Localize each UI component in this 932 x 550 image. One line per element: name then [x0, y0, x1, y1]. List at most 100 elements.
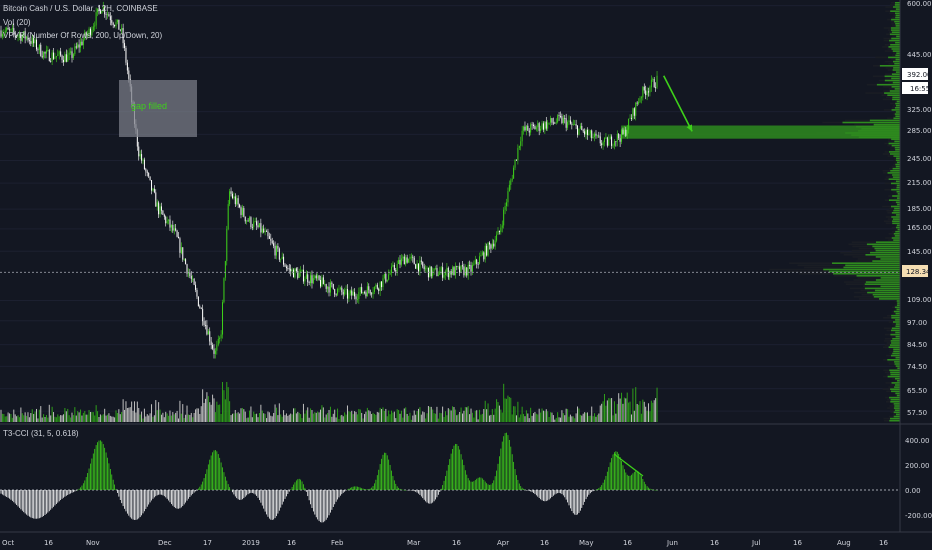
cci-bar: [540, 490, 541, 500]
profile-row-up: [865, 254, 900, 256]
candle-body: [51, 52, 53, 62]
candle-body: [148, 172, 150, 177]
volume-bar: [317, 411, 319, 422]
symbol-title[interactable]: Bitcoin Cash / U.S. Dollar, 12H, COINBAS…: [3, 4, 158, 13]
volume-bar: [453, 407, 455, 422]
profile-row-up: [891, 329, 900, 332]
volume-bar: [244, 411, 246, 422]
candle-body: [207, 331, 209, 335]
cci-bar: [649, 488, 651, 490]
cci-bar: [386, 455, 388, 490]
candle-body: [385, 273, 387, 282]
cci-bar: [429, 490, 431, 504]
cci-bar: [290, 489, 292, 490]
cci-bar: [107, 457, 108, 490]
projection-arrow[interactable]: [663, 75, 693, 132]
cci-bar: [74, 490, 76, 492]
cci-bar: [149, 490, 151, 503]
volume-bar: [186, 405, 188, 422]
volume-bar: [440, 413, 442, 422]
vpvr-study-label[interactable]: VPVR (Number Of Rows, 200, Up/Down, 20): [3, 31, 163, 40]
profile-row-down: [889, 384, 900, 386]
candle-body: [588, 133, 590, 135]
cci-bar: [7, 490, 9, 498]
volume-study-label[interactable]: Vol (20): [3, 18, 31, 27]
cci-bar: [484, 481, 486, 490]
cci-bar: [301, 481, 303, 490]
cci-bar: [264, 490, 266, 512]
volume-bar: [386, 416, 388, 422]
candle-body: [653, 79, 655, 88]
time-axis[interactable]: Oct 16 Nov Dec 17 2019 16 Feb Mar 16 Apr…: [2, 539, 888, 547]
cci-study-label[interactable]: T3-CCI (31, 5, 0.618): [3, 429, 79, 438]
volume-bar: [613, 401, 615, 422]
volume-bar: [558, 417, 560, 422]
cci-bar: [73, 490, 74, 493]
volume-bar: [358, 408, 360, 422]
cci-bar: [43, 490, 44, 517]
cci-bar: [347, 489, 348, 491]
cci-bar: [339, 490, 341, 496]
cci-bar: [37, 490, 39, 519]
volume-bar: [525, 410, 527, 422]
candle-body: [550, 118, 552, 123]
candle-body: [84, 32, 86, 40]
candle-body: [111, 20, 113, 23]
volume-bar: [632, 388, 634, 422]
candle-body: [226, 229, 228, 261]
profile-row-up: [895, 413, 900, 416]
volume-bar: [36, 408, 37, 422]
volume-bar: [4, 416, 6, 422]
candle-body: [426, 267, 428, 269]
volume-bar: [349, 411, 351, 422]
candle-body: [168, 219, 170, 221]
volume-bar: [290, 413, 292, 422]
cci-bar: [11, 490, 13, 501]
price-axis[interactable]: 600.00 445.00 325.00 285.00 245.00 215.0…: [902, 0, 932, 520]
cci-bar: [642, 478, 644, 490]
candle-body: [317, 275, 319, 279]
volume-bar: [339, 415, 341, 422]
volume-bar: [274, 404, 276, 422]
volume-bar: [148, 415, 150, 422]
candle-body: [628, 118, 630, 130]
volume-bar: [1, 413, 3, 422]
volume-bar: [626, 392, 628, 422]
cci-bar: [378, 469, 380, 490]
cci-histogram: [0, 432, 658, 523]
cci-bar: [331, 490, 333, 510]
candle-body: [175, 228, 177, 231]
volume-bar: [26, 415, 28, 422]
candle-body: [11, 28, 13, 30]
candle-body: [359, 287, 361, 292]
volume-bar: [92, 412, 94, 422]
candle-body: [582, 130, 584, 132]
cci-bar: [516, 475, 517, 490]
cci-bar: [202, 481, 204, 490]
profile-row-up: [823, 268, 900, 271]
candle-body: [91, 30, 93, 36]
candle-body: [30, 41, 32, 44]
cci-bar: [80, 487, 81, 490]
gap-filled-note[interactable]: gap filled: [119, 80, 197, 137]
volume-bar: [385, 408, 387, 422]
candle-body: [338, 288, 340, 290]
candle-body: [382, 278, 384, 288]
volume-bar: [175, 412, 177, 422]
candle-body: [305, 274, 307, 280]
candle-body: [630, 117, 632, 119]
cci-bar: [575, 490, 577, 515]
candle-body: [372, 291, 374, 295]
cci-bar: [40, 490, 42, 518]
candle-body: [212, 344, 214, 349]
cci-divergence-line[interactable]: [613, 453, 644, 477]
volume-bar: [199, 413, 201, 422]
volume-bar: [295, 413, 297, 422]
profile-row-up: [892, 352, 900, 355]
candle-body: [9, 29, 11, 31]
candle-body: [128, 70, 130, 79]
candle-body: [575, 124, 577, 126]
gap-zone-rectangle[interactable]: [621, 125, 900, 139]
candle-body: [503, 209, 505, 226]
volume-bar: [393, 411, 395, 422]
